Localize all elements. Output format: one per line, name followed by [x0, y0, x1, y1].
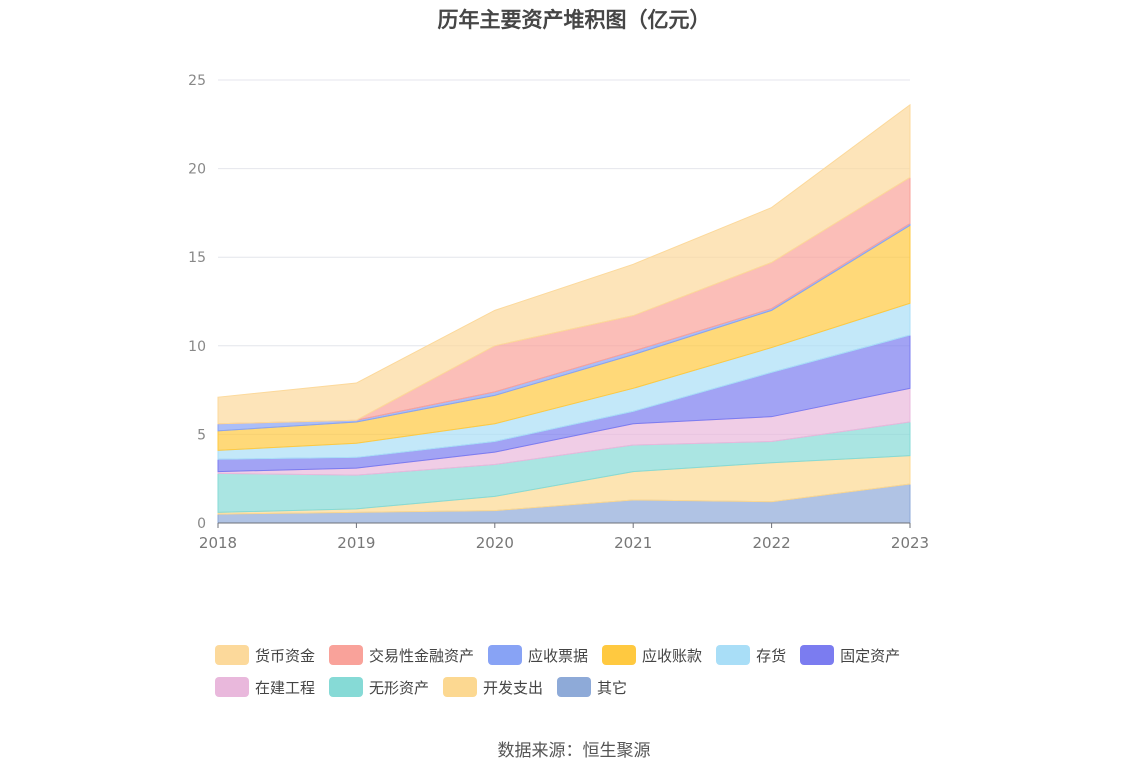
- legend-swatch: [215, 645, 249, 665]
- legend-item[interactable]: 在建工程: [215, 677, 315, 698]
- y-tick-label: 0: [197, 516, 206, 532]
- y-tick-label: 10: [188, 339, 206, 355]
- legend-label: 交易性金融资产: [369, 646, 475, 665]
- y-tick-label: 5: [197, 427, 206, 443]
- data-source-note: 数据来源：恒生聚源: [497, 741, 651, 761]
- legend-label: 开发支出: [483, 678, 544, 697]
- x-tick-label: 2021: [614, 534, 652, 552]
- legend-label: 无形资产: [369, 678, 430, 697]
- legend-swatch: [329, 677, 364, 697]
- x-tick-label: 2022: [753, 534, 791, 552]
- legend-item[interactable]: 应收票据: [488, 645, 588, 666]
- y-tick-label: 25: [188, 73, 206, 89]
- legend-item[interactable]: 无形资产: [329, 677, 429, 698]
- area-series-货币资金[interactable]: [217, 103, 911, 425]
- legend-swatch: [443, 677, 478, 697]
- legend-label: 其它: [597, 678, 628, 697]
- x-tick-label: 2023: [891, 534, 929, 552]
- stacked-area-chart: 0 5 10 15 20 25 2018 2019 2020 2021 2022 2023: [188, 73, 929, 552]
- axes: 0 5 10 15 20 25 2018 2019 2020 2021 2022 2023: [188, 73, 929, 552]
- legend-swatch: [557, 677, 592, 697]
- x-tick-label: 2018: [199, 534, 237, 552]
- legend-label: 在建工程: [255, 678, 316, 697]
- x-tick-label: 2019: [337, 534, 375, 552]
- legend: 货币资金 交易性金融资产 应收票据 应收账款 存货 固定资产在建工程 无形资产 开发支出 其它: [215, 639, 975, 703]
- y-tick-label: 20: [188, 162, 206, 178]
- legend-swatch: [602, 645, 637, 665]
- legend-item[interactable]: 应收账款: [602, 645, 702, 666]
- legend-row: 货币资金 交易性金融资产 应收票据 应收账款 存货 固定资产: [215, 639, 975, 671]
- legend-item[interactable]: 存货: [716, 645, 786, 666]
- legend-item[interactable]: 固定资产: [800, 645, 900, 666]
- legend-label: 固定资产: [840, 646, 901, 665]
- legend-label: 应收票据: [528, 646, 589, 665]
- legend-item[interactable]: 开发支出: [443, 677, 543, 698]
- area-series: [217, 103, 911, 524]
- legend-row: 在建工程 无形资产 开发支出 其它: [215, 671, 975, 703]
- legend-swatch: [215, 677, 249, 697]
- legend-swatch: [800, 645, 835, 665]
- legend-swatch: [716, 645, 751, 665]
- x-tick-label: 2020: [476, 534, 514, 552]
- legend-swatch: [488, 645, 523, 665]
- legend-label: 存货: [756, 646, 787, 665]
- legend-label: 货币资金: [255, 646, 316, 665]
- legend-label: 应收账款: [642, 646, 703, 665]
- legend-swatch: [329, 645, 364, 665]
- legend-item[interactable]: 其它: [557, 677, 627, 698]
- y-tick-label: 15: [188, 250, 206, 266]
- legend-item[interactable]: 货币资金: [215, 645, 315, 666]
- legend-item[interactable]: 交易性金融资产: [329, 645, 474, 666]
- chart-title: 历年主要资产堆积图（亿元）: [437, 8, 711, 32]
